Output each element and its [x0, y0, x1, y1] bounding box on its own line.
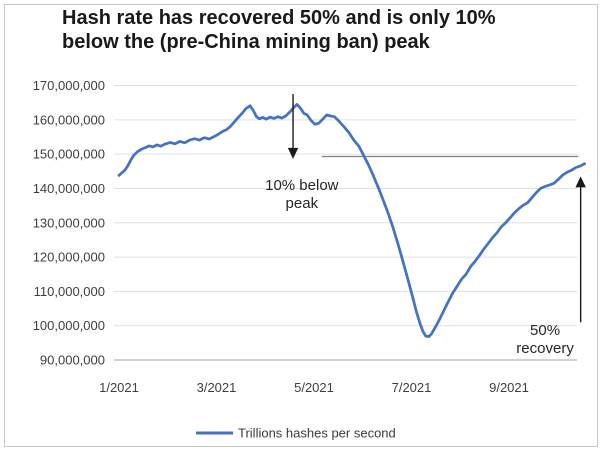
recovery-label-line-2: recovery [516, 340, 574, 357]
series-hashrate-line [117, 103, 586, 339]
x-tick-label: 5/2021 [294, 380, 334, 395]
legend: Trillions hashes per second [196, 426, 396, 441]
y-tick-label: 120,000,000 [33, 250, 105, 265]
below-peak-label-line-1: 10% below [265, 177, 339, 194]
y-tick-label: 140,000,000 [33, 181, 105, 196]
x-tick-label: 7/2021 [392, 380, 432, 395]
x-tick-label: 3/2021 [197, 380, 237, 395]
chart-title-line-1: Hash rate has recovered 50% and is only … [62, 7, 496, 29]
recovery-annotation: 50% recovery [516, 322, 574, 357]
chart-title: Hash rate has recovered 50% and is only … [62, 6, 582, 54]
x-tick-label: 9/2021 [489, 380, 529, 395]
up-arrow-head [575, 176, 586, 188]
below-peak-down-arrow [287, 94, 299, 159]
below-peak-label-line-2: peak [286, 195, 319, 212]
y-tick-label: 150,000,000 [33, 147, 105, 162]
legend-label: Trillions hashes per second [238, 426, 396, 441]
y-tick-label: 130,000,000 [33, 215, 105, 230]
y-tick-label: 110,000,000 [34, 284, 105, 299]
y-gridlines [114, 85, 577, 361]
recovery-label-line-1: 50% [530, 322, 560, 339]
below-peak-annotation: 10% below peak [265, 177, 339, 212]
y-tick-label: 100,000,000 [33, 318, 105, 333]
down-arrow-head [287, 147, 299, 159]
y-axis-labels: 90,000,000 100,000,000 110,000,000 120,000,… [33, 78, 105, 368]
x-tick-label: 1/2021 [99, 380, 139, 395]
chart-title-line-2: below the (pre-China mining ban) peak [62, 31, 430, 53]
y-tick-label: 160,000,000 [33, 112, 105, 127]
y-tick-label: 90,000,000 [40, 353, 105, 368]
y-tick-label: 170,000,000 [33, 78, 105, 93]
hashrate-line [117, 103, 586, 339]
recovery-up-arrow [575, 176, 586, 323]
x-axis-labels: 1/2021 3/2021 5/2021 7/2021 9/2021 [99, 380, 529, 395]
